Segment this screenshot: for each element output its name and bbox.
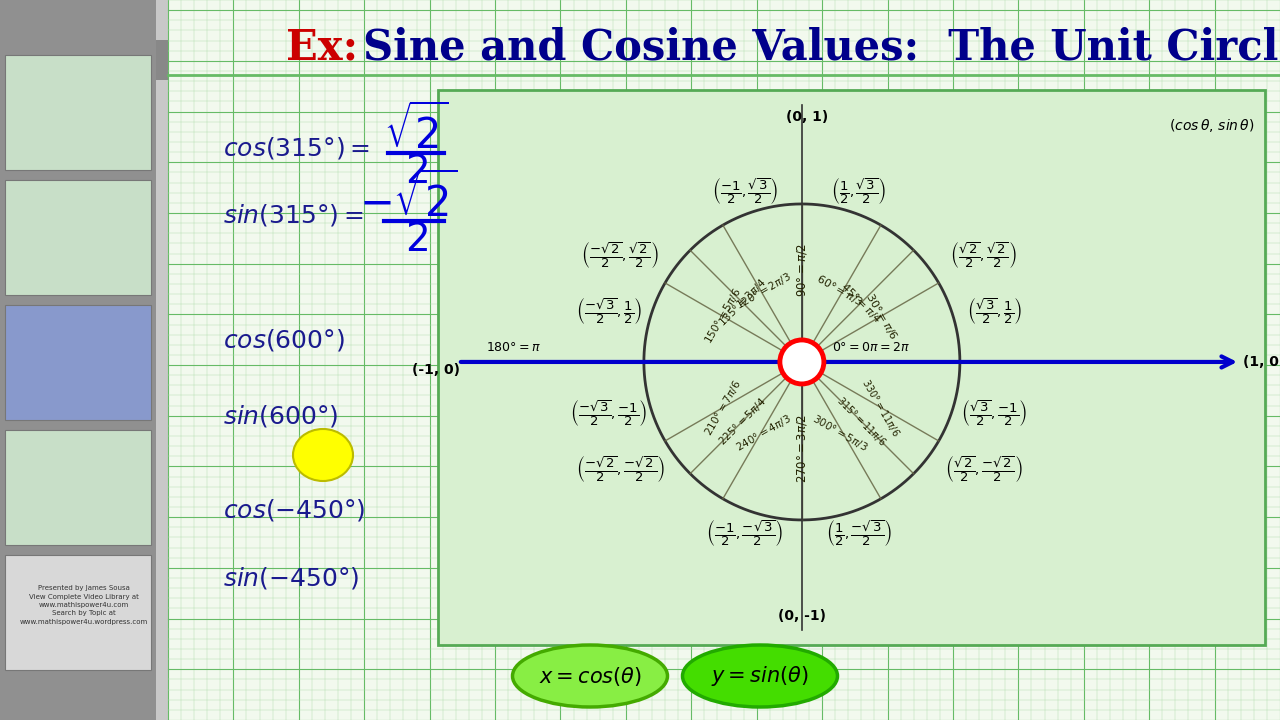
Text: Sine and Cosine Values:  The Unit Circle: Sine and Cosine Values: The Unit Circle	[364, 27, 1280, 69]
Text: $(cos\,\theta,\, sin\,\theta)$: $(cos\,\theta,\, sin\,\theta)$	[1170, 117, 1254, 133]
Ellipse shape	[682, 645, 837, 707]
Text: $210°=7\pi/6$: $210°=7\pi/6$	[701, 378, 744, 438]
Bar	[5, 55, 151, 170]
Text: $135°=3\pi/4$: $135°=3\pi/4$	[716, 276, 769, 329]
Text: $\left(\dfrac{\sqrt{2}}{2},\dfrac{\sqrt{2}}{2}\right)$: $\left(\dfrac{\sqrt{2}}{2},\dfrac{\sqrt{…	[950, 240, 1018, 269]
Bar	[5, 180, 151, 295]
Bar	[5, 430, 151, 545]
Text: $\sqrt{2}$: $\sqrt{2}$	[384, 106, 448, 158]
Bar	[5, 305, 151, 420]
Text: $\left(\dfrac{1}{2},\dfrac{\sqrt{3}}{2}\right)$: $\left(\dfrac{1}{2},\dfrac{\sqrt{3}}{2}\…	[831, 176, 886, 207]
Text: $225°=5\pi/4$: $225°=5\pi/4$	[716, 395, 769, 448]
Text: $120°=2\pi/3$: $120°=2\pi/3$	[733, 270, 794, 312]
Text: $2$: $2$	[404, 153, 428, 191]
Text: $240°=4\pi/3$: $240°=4\pi/3$	[733, 412, 794, 454]
Text: $315°=11\pi/6$: $315°=11\pi/6$	[833, 394, 888, 449]
Text: $180° = \pi$: $180° = \pi$	[486, 341, 541, 354]
Text: $sin(315°) =$: $sin(315°) =$	[223, 202, 364, 228]
FancyBboxPatch shape	[156, 40, 168, 80]
Text: (0, 1): (0, 1)	[786, 110, 828, 124]
Text: $2$: $2$	[404, 221, 428, 259]
Text: $-\sqrt{2}$: $-\sqrt{2}$	[358, 174, 457, 226]
Text: $x = cos(\theta)$: $x = cos(\theta)$	[539, 665, 641, 688]
Bar	[438, 90, 1265, 645]
Text: $\left(\dfrac{\sqrt{3}}{2},\dfrac{-1}{2}\right)$: $\left(\dfrac{\sqrt{3}}{2},\dfrac{-1}{2}…	[961, 397, 1028, 428]
Text: Ex:: Ex:	[285, 27, 358, 69]
Text: $\left(\dfrac{-1}{2},\dfrac{-\sqrt{3}}{2}\right)$: $\left(\dfrac{-1}{2},\dfrac{-\sqrt{3}}{2…	[707, 518, 783, 548]
Text: $\left(\dfrac{-1}{2},\dfrac{\sqrt{3}}{2}\right)$: $\left(\dfrac{-1}{2},\dfrac{\sqrt{3}}{2}…	[712, 176, 778, 207]
Text: (-1, 0): (-1, 0)	[412, 363, 460, 377]
Text: $270°=3\pi/2$: $270°=3\pi/2$	[795, 414, 809, 483]
Text: (0, -1): (0, -1)	[778, 609, 826, 623]
Text: $45°=\pi/4$: $45°=\pi/4$	[838, 279, 884, 326]
Text: Presented by James Sousa
View Complete Video Library at
www.mathispower4u.com
Se: Presented by James Sousa View Complete V…	[20, 585, 148, 625]
Circle shape	[780, 340, 824, 384]
Text: $\left(\dfrac{-\sqrt{3}}{2},\dfrac{1}{2}\right)$: $\left(\dfrac{-\sqrt{3}}{2},\dfrac{1}{2}…	[576, 297, 643, 326]
Text: $y = sin(\theta)$: $y = sin(\theta)$	[712, 664, 809, 688]
Text: $\left(\dfrac{1}{2},\dfrac{-\sqrt{3}}{2}\right)$: $\left(\dfrac{1}{2},\dfrac{-\sqrt{3}}{2}…	[826, 518, 892, 548]
Text: $30°=\pi/6$: $30°=\pi/6$	[863, 290, 900, 342]
Text: $sin(-450°)$: $sin(-450°)$	[223, 565, 360, 591]
Text: $\left(\dfrac{-\sqrt{3}}{2},\dfrac{-1}{2}\right)$: $\left(\dfrac{-\sqrt{3}}{2},\dfrac{-1}{2…	[571, 397, 648, 428]
Text: $cos(600°)$: $cos(600°)$	[223, 327, 344, 353]
Ellipse shape	[512, 645, 667, 707]
Text: $cos(315°) =$: $cos(315°) =$	[223, 135, 370, 161]
Text: $150°=5\pi/6$: $150°=5\pi/6$	[701, 286, 744, 346]
Bar	[5, 555, 151, 670]
Text: $sin(600°)$: $sin(600°)$	[223, 403, 338, 429]
Text: $\left(\dfrac{\sqrt{2}}{2},\dfrac{-\sqrt{2}}{2}\right)$: $\left(\dfrac{\sqrt{2}}{2},\dfrac{-\sqrt…	[945, 454, 1023, 485]
Text: $90°=\pi/2$: $90°=\pi/2$	[795, 243, 809, 297]
Ellipse shape	[293, 429, 353, 481]
Text: $300°=5\pi/3$: $300°=5\pi/3$	[810, 412, 870, 454]
Bar	[156, 0, 168, 720]
Text: $60°=\pi/3$: $60°=\pi/3$	[814, 272, 865, 310]
Text: (1, 0): (1, 0)	[1243, 355, 1280, 369]
Text: $330°=11\pi/6$: $330°=11\pi/6$	[859, 377, 902, 439]
Bar	[0, 0, 168, 720]
Bar	[168, 0, 1280, 720]
Text: $cos(-450°)$: $cos(-450°)$	[223, 497, 366, 523]
Text: $\left(\dfrac{-\sqrt{2}}{2},\dfrac{\sqrt{2}}{2}\right)$: $\left(\dfrac{-\sqrt{2}}{2},\dfrac{\sqrt…	[581, 240, 659, 269]
Text: $0° = 0\pi = 2\pi$: $0° = 0\pi = 2\pi$	[832, 341, 910, 354]
Text: $\left(\dfrac{-\sqrt{2}}{2},\dfrac{-\sqrt{2}}{2}\right)$: $\left(\dfrac{-\sqrt{2}}{2},\dfrac{-\sqr…	[576, 454, 664, 485]
Text: $\left(\dfrac{\sqrt{3}}{2},\dfrac{1}{2}\right)$: $\left(\dfrac{\sqrt{3}}{2},\dfrac{1}{2}\…	[966, 297, 1023, 326]
